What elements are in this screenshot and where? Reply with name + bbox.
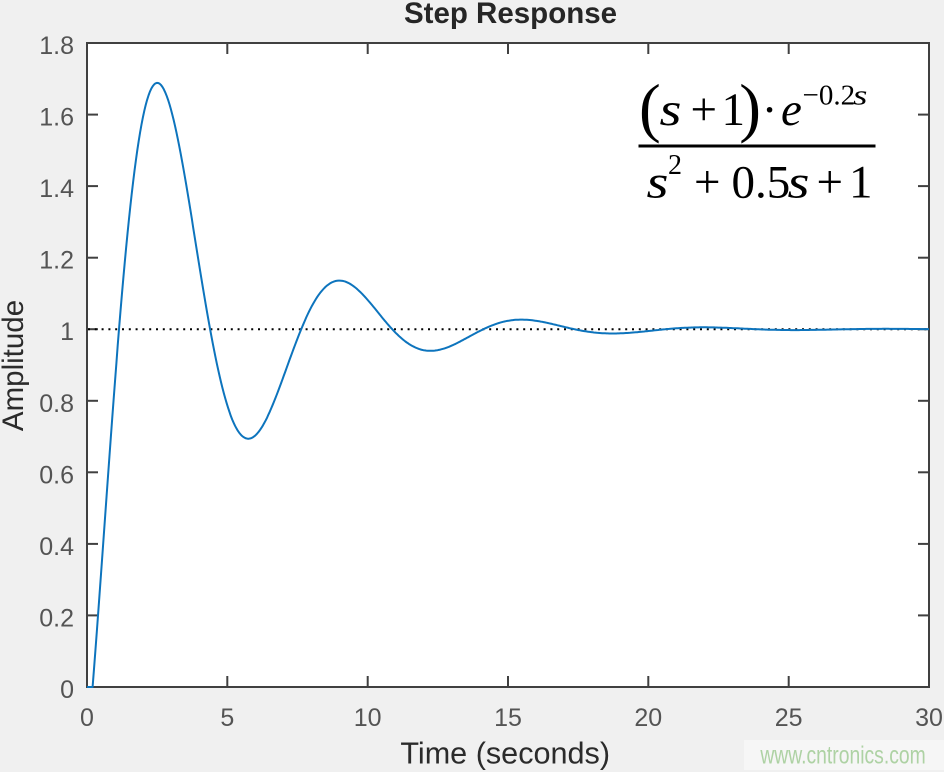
svg-text:30: 30: [915, 704, 943, 732]
svg-text:+: +: [817, 157, 844, 209]
svg-text:2: 2: [668, 150, 682, 181]
svg-text:15: 15: [494, 704, 522, 732]
svg-text:1: 1: [849, 157, 873, 209]
svg-text:www.cntronics.com: www.cntronics.com: [759, 741, 925, 769]
svg-text:1.6: 1.6: [39, 104, 74, 132]
svg-text:+: +: [694, 157, 721, 209]
svg-text:Time (seconds): Time (seconds): [400, 737, 610, 771]
svg-text:5: 5: [220, 704, 234, 732]
svg-text:s: s: [853, 80, 867, 112]
svg-text:25: 25: [775, 704, 803, 732]
svg-text:1.8: 1.8: [39, 32, 74, 60]
svg-text:0.4: 0.4: [39, 533, 74, 561]
svg-text:·: ·: [762, 84, 778, 136]
svg-text:1: 1: [722, 84, 746, 136]
svg-text:0.8: 0.8: [39, 390, 74, 418]
svg-text:20: 20: [634, 704, 662, 732]
svg-text:): ): [739, 73, 761, 145]
svg-text:s: s: [660, 84, 682, 136]
svg-text:0.5: 0.5: [732, 157, 791, 209]
svg-text:1.2: 1.2: [39, 247, 74, 275]
svg-text:s: s: [788, 157, 810, 209]
svg-text:s: s: [647, 157, 669, 209]
svg-text:0.2: 0.2: [39, 604, 74, 632]
svg-text:1.4: 1.4: [39, 175, 74, 203]
svg-text:(: (: [639, 73, 661, 145]
svg-text:Step Response: Step Response: [404, 0, 617, 30]
svg-text:10: 10: [354, 704, 382, 732]
svg-text:−0.2: −0.2: [803, 80, 856, 112]
svg-text:Amplitude: Amplitude: [0, 300, 30, 431]
svg-text:1: 1: [60, 318, 74, 346]
svg-text:0: 0: [80, 704, 94, 732]
svg-text:+: +: [691, 84, 718, 136]
svg-text:0: 0: [60, 676, 74, 704]
svg-text:e: e: [781, 84, 802, 136]
svg-text:0.6: 0.6: [39, 461, 74, 489]
